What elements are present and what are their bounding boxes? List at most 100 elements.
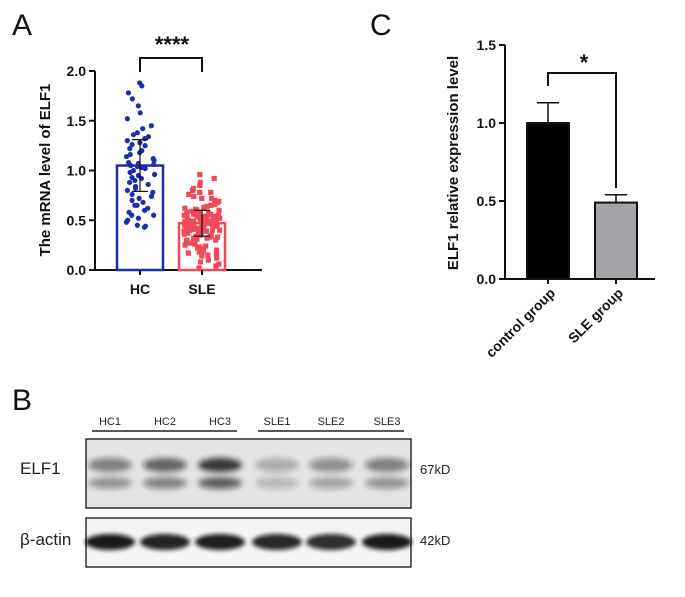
chart-a-point-sle [197,179,203,186]
chart-a-point-hc [145,181,151,188]
chart-a: The mRNA level of ELF1 **** 0.0 0.5 1.0 1.5… [37,32,262,297]
chart-a-point-sle [186,223,192,229]
chart-a-point-hc [151,161,157,168]
chart-a-point-hc [140,199,146,205]
blot-lane-label: SLE3 [374,416,401,428]
chart-a-ytick-label: 2.0 [67,63,87,79]
chart-a-point-sle [204,203,210,209]
chart-a-point-sle [181,231,187,237]
chart-a-point-sle [182,218,188,224]
blot-band-actin [306,534,356,550]
chart-a-significance-bracket [139,57,203,72]
chart-a-point-sle [211,213,217,219]
blot-band-elf1 [88,477,132,489]
chart-c-ytick-label: 0.0 [477,271,497,287]
chart-c: ELF1 relative expression level * 0.0 0.5 1… [445,37,655,360]
chart-a-point-sle [192,226,198,232]
chart-c-significance-bracket [547,72,617,188]
chart-a-point-hc [135,103,141,109]
chart-a-point-sle [201,225,207,231]
blot-band-elf1 [365,477,409,489]
blot-band-elf1 [309,458,353,472]
chart-a-ylabel: The mRNA level of ELF1 [37,84,54,257]
blot-band-elf1 [255,458,299,472]
chart-a-point-hc [130,132,137,138]
chart-a-point-sle [196,265,202,271]
chart-a-point-hc [128,162,134,169]
chart-a-point-hc [129,197,135,203]
blot-kd-elf1: 67kD [420,462,450,477]
chart-a-point-hc [148,193,155,199]
chart-a-point-sle [204,235,210,241]
chart-a-point-sle [205,252,211,258]
chart-a-point-sle [206,219,212,225]
chart-a-point-sle [200,248,206,254]
chart-a-point-sle [186,191,192,197]
blot-lane-label: HC2 [154,416,176,428]
chart-a-point-sle [181,228,187,234]
chart-a-point-hc [124,187,130,193]
chart-a-point-sle [203,228,210,234]
chart-a-point-sle [212,201,218,207]
chart-a-point-sle [208,202,214,208]
chart-a-point-sle [189,208,195,214]
chart-a-point-sle [213,251,219,257]
chart-a-point-hc [140,126,146,132]
blot-band-actin [85,534,135,550]
chart-a-point-hc [127,179,133,186]
chart-a-point-sle [214,247,220,253]
blot-band-elf1 [143,458,187,472]
chart-a-point-sle [185,250,191,256]
chart-a-point-hc [129,96,135,102]
chart-c-ytick-label: 1.0 [477,115,497,131]
chart-a-point-hc [123,219,130,225]
chart-a-point-sle [196,249,202,255]
chart-a-point-sle [181,212,187,218]
chart-a-point-hc [132,185,139,192]
blot-band-elf1 [198,477,242,489]
chart-a-ytick-label: 0.5 [67,212,87,228]
chart-a-point-sle [188,240,194,246]
chart-a-point-hc [142,165,148,172]
chart-a-point-sle [214,255,220,261]
chart-a-point-hc [129,212,135,218]
chart-a-point-sle [197,189,203,195]
panel-label-a: A [12,9,32,42]
chart-a-point-hc [135,215,142,221]
chart-a-significance: **** [155,32,190,57]
chart-a-point-sle [185,230,191,236]
chart-c-ytick-label: 0.5 [477,193,497,209]
blot-band-elf1 [365,458,409,472]
chart-c-xtick-label: control group [482,285,558,361]
chart-a-point-sle [214,234,221,240]
chart-a-ytick-label: 1.0 [67,163,87,179]
chart-a-point-hc [134,163,141,170]
chart-a-point-sle [192,241,198,247]
chart-a-point-sle [199,253,205,259]
blot-row-label-actin: β-actin [20,530,71,549]
chart-a-point-sle [207,211,214,217]
chart-a-point-sle [213,263,219,269]
chart-a-point-sle [201,205,207,211]
blot-band-elf1 [143,477,187,489]
chart-a-point-hc [134,222,140,228]
chart-a-point-sle [197,171,203,178]
chart-a-point-hc [151,171,158,178]
chart-a-xtick-label: SLE [188,281,215,297]
chart-a-point-hc [127,146,133,152]
chart-a-point-sle [209,221,215,227]
chart-a-point-sle [189,187,196,193]
chart-a-point-hc [132,177,138,184]
chart-a-point-sle [197,232,203,238]
chart-c-bar-control [526,122,570,280]
chart-a-point-hc [151,212,157,218]
blot-lane-label: HC1 [99,416,121,428]
chart-a-point-sle [191,235,197,241]
blot-band-elf1 [309,477,353,489]
chart-a-point-hc [139,83,145,89]
chart-a-point-hc [127,169,133,176]
chart-a-point-hc [142,136,148,142]
chart-a-point-sle [214,223,220,229]
chart-c-ylabel: ELF1 relative expression level [445,56,462,270]
chart-a-point-sle [203,243,209,249]
